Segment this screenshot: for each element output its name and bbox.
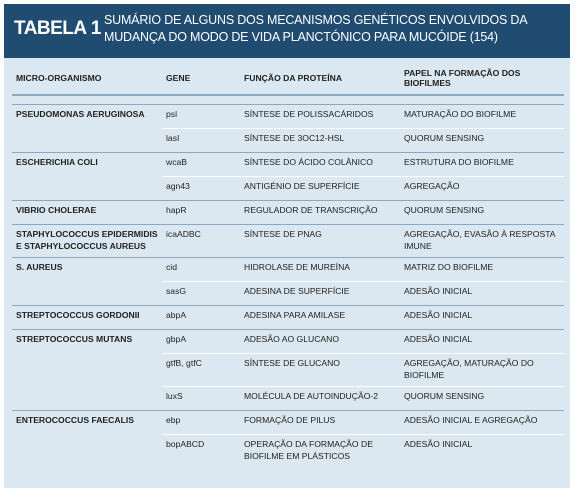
gene-cell: hapR (162, 200, 240, 225)
organism-cell: STREPTOCOCCUS GORDONII (12, 305, 162, 330)
role-cell: QUORUM SENSING (400, 128, 564, 153)
table-body: PSEUDOMONAS AERUGINOSA psl SÍNTESE DE POLI… (12, 95, 564, 467)
table-row: ESCHERICHIA COLI wcaB SÍNTESE DO ÁCIDO COL… (12, 152, 564, 201)
table-row: lasI SÍNTESE DE 3OC12-HSL QUORUM SENSING (12, 128, 564, 153)
function-cell: ANTIGÉNIO DE SUPERFÍCIE (240, 176, 400, 201)
table-row: PSEUDOMONAS AERUGINOSA psl SÍNTESE DE POLI… (12, 104, 564, 153)
organism-cell: STAPHYLOCOCCUS EPIDERMIDIS E STAPHYLOCOC… (12, 224, 162, 258)
role-cell: ESTRUTURA DO BIOFILME (400, 152, 564, 177)
table-row: gtfB, gtfC SÍNTESE DE GLUCANO AGREGAÇÃO, M… (12, 353, 564, 387)
gene-cell: cid (162, 257, 240, 282)
organism-cell: S. AUREUS (12, 257, 162, 306)
column-header: GENE (162, 62, 240, 96)
table-row: STAPHYLOCOCCUS EPIDERMIDIS E STAPHYLOCOC… (12, 224, 564, 258)
role-cell: QUORUM SENSING (400, 200, 564, 225)
gene-cell: luxS (162, 386, 240, 411)
table-title: SUMÁRIO DE ALGUNS DOS MECANISMOS GENÉTIC… (104, 13, 527, 44)
role-cell: ADESÃO INICIAL (400, 305, 564, 330)
role-cell: ADESÃO INICIAL (400, 281, 564, 306)
function-cell: OPERAÇÃO DA FORMAÇÃO DE BIOFILME EM PLÁS… (240, 434, 400, 467)
table-row: S. AUREUS cid HIDROLASE DE MUREÍNA MATRIZ D… (12, 257, 564, 306)
header-bar: TABELA 1 SUMÁRIO DE ALGUNS DOS MECANISMO… (4, 4, 570, 58)
table-row: VIBRIO CHOLERAE hapR REGULADOR DE TRANSCRI… (12, 200, 564, 225)
function-cell: HIDROLASE DE MUREÍNA (240, 257, 400, 282)
table-row: ENTEROCOCCUS FAECALIS ebp FORMAÇÃO DE PILU… (12, 410, 564, 467)
role-cell: AGREGAÇÃO (400, 176, 564, 201)
function-cell: SÍNTESE DO ÁCIDO COLÂNICO (240, 152, 400, 177)
role-cell: ADESÃO INICIAL E AGREGAÇÃO (400, 410, 564, 435)
role-cell: ADESÃO INICIAL (400, 434, 564, 467)
organism-cell: STREPTOCOCCUS MUTANS (12, 329, 162, 411)
data-table: MICRO-ORGANISMO GENE FUNÇÃO DA PROTEÍNA PAP… (12, 62, 564, 467)
gene-cell: ebp (162, 410, 240, 435)
spacer-cell (12, 95, 564, 105)
organism-cell: ESCHERICHIA COLI (12, 152, 162, 201)
function-cell: MOLÉCULA DE AUTOINDUÇÃO-2 (240, 386, 400, 411)
function-cell: SÍNTESE DE 3OC12-HSL (240, 128, 400, 153)
column-header: PAPEL NA FORMAÇÃO DOS BIOFILMES (400, 62, 564, 96)
role-cell: AGREGAÇÃO, MATURAÇÃO DO BIOFILME (400, 353, 564, 387)
gene-cell: abpA (162, 305, 240, 330)
gene-cell: psl (162, 104, 240, 129)
table-panel: TABELA 1 SUMÁRIO DE ALGUNS DOS MECANISMO… (4, 4, 570, 488)
header-row: MICRO-ORGANISMO GENE FUNÇÃO DA PROTEÍNA PAP… (12, 62, 564, 96)
gene-cell: gbpA (162, 329, 240, 354)
gene-cell: icaADBC (162, 224, 240, 258)
function-cell: SÍNTESE DE POLISSACÁRIDOS (240, 104, 400, 129)
function-cell: ADESINA PARA AMILASE (240, 305, 400, 330)
function-cell: SÍNTESE DE GLUCANO (240, 353, 400, 387)
role-cell: AGREGAÇÃO, EVASÃO À RESPOSTA IMUNE (400, 224, 564, 258)
table-row: sasG ADESINA DE SUPERFÍCIE ADESÃO INICIAL (12, 281, 564, 306)
role-cell: ADESÃO INICIAL (400, 329, 564, 354)
role-cell: QUORUM SENSING (400, 386, 564, 411)
role-cell: MATRIZ DO BIOFILME (400, 257, 564, 282)
role-cell: MATURAÇÃO DO BIOFILME (400, 104, 564, 129)
function-cell: ADESINA DE SUPERFÍCIE (240, 281, 400, 306)
function-cell: REGULADOR DE TRANSCRIÇÃO (240, 200, 400, 225)
column-header: FUNÇÃO DA PROTEÍNA (240, 62, 400, 96)
gene-cell: bopABCD (162, 434, 240, 467)
table-row: agn43 ANTIGÉNIO DE SUPERFÍCIE AGREGAÇÃO (12, 176, 564, 201)
spacer (12, 95, 564, 105)
table-row: luxS MOLÉCULA DE AUTOINDUÇÃO-2 QUORUM SENS… (12, 386, 564, 411)
table-row: STREPTOCOCCUS GORDONII abpA ADESINA PARA A… (12, 305, 564, 330)
table-row: bopABCD OPERAÇÃO DA FORMAÇÃO DE BIOFILME … (12, 434, 564, 467)
organism-cell: PSEUDOMONAS AERUGINOSA (12, 104, 162, 153)
function-cell: FORMAÇÃO DE PILUS (240, 410, 400, 435)
gene-cell: gtfB, gtfC (162, 353, 240, 387)
gene-cell: lasI (162, 128, 240, 153)
gene-cell: agn43 (162, 176, 240, 201)
organism-cell: VIBRIO CHOLERAE (12, 200, 162, 225)
organism-cell: ENTEROCOCCUS FAECALIS (12, 410, 162, 467)
column-header: MICRO-ORGANISMO (12, 62, 162, 96)
function-cell: ADESÃO AO GLUCANO (240, 329, 400, 354)
function-cell: SÍNTESE DE PNAG (240, 224, 400, 258)
gene-cell: wcaB (162, 152, 240, 177)
table-row: STREPTOCOCCUS MUTANS gbpA ADESÃO AO GLUCAN… (12, 329, 564, 411)
gene-cell: sasG (162, 281, 240, 306)
table-label: TABELA 1 (14, 18, 101, 39)
